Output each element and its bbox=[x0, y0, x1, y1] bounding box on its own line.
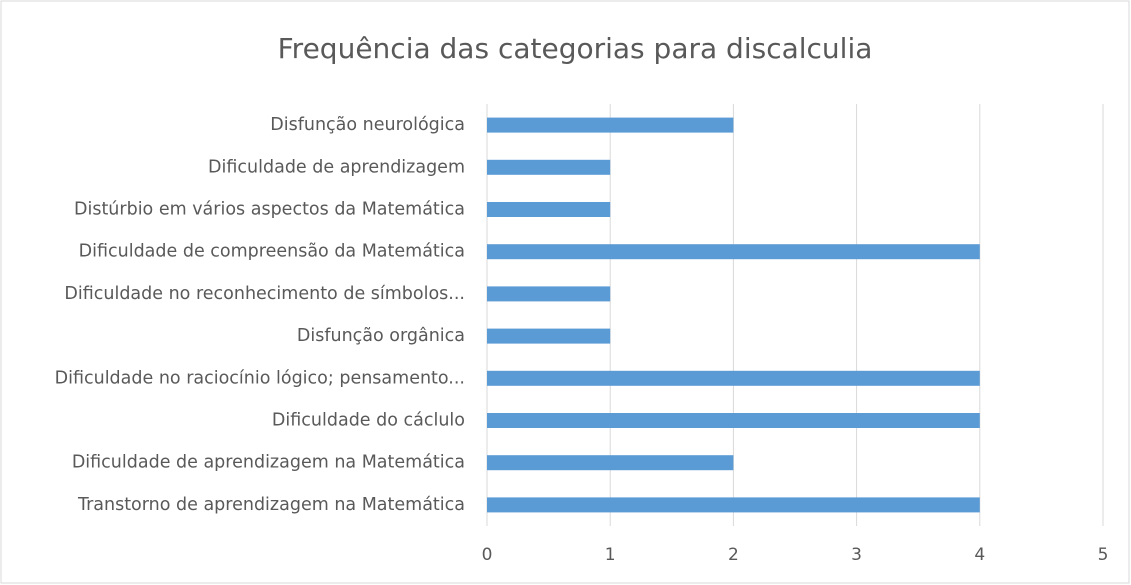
y-tick-label: Dificuldade de aprendizagem na Matemátic… bbox=[72, 453, 465, 473]
x-tick-label: 0 bbox=[482, 545, 493, 565]
chart-title: Frequência das categorias para discalcul… bbox=[278, 32, 873, 65]
bar bbox=[487, 455, 734, 471]
y-tick-label: Dificuldade no reconhecimento de símbolo… bbox=[64, 284, 465, 304]
y-tick-label: Distúrbio em vários aspectos da Matemáti… bbox=[74, 200, 465, 220]
y-tick-label: Dificuldade do cáclulo bbox=[272, 411, 465, 431]
y-tick-label: Dificuldade de aprendizagem bbox=[208, 157, 465, 177]
x-tick-label: 5 bbox=[1098, 545, 1109, 565]
y-tick-label: Dificuldade no raciocínio lógico; pensam… bbox=[55, 368, 465, 388]
bar bbox=[487, 202, 611, 217]
y-tick-label: Disfunção orgânica bbox=[297, 326, 465, 346]
bar bbox=[487, 328, 611, 344]
x-tick-label: 2 bbox=[728, 545, 739, 565]
bar bbox=[487, 370, 980, 386]
bar bbox=[487, 244, 980, 260]
x-tick-label: 1 bbox=[605, 545, 616, 565]
y-tick-label: Disfunção neurológica bbox=[270, 115, 465, 135]
y-tick-label: Transtorno de aprendizagem na Matemática bbox=[77, 495, 465, 515]
x-tick-label: 3 bbox=[851, 545, 862, 565]
bar bbox=[487, 159, 611, 175]
y-tick-label: Dificuldade de compreensão da Matemática bbox=[79, 242, 465, 262]
bar bbox=[487, 497, 980, 513]
bar bbox=[487, 286, 611, 302]
bar bbox=[487, 413, 980, 428]
x-tick-label: 4 bbox=[974, 545, 985, 565]
bar bbox=[487, 117, 734, 133]
